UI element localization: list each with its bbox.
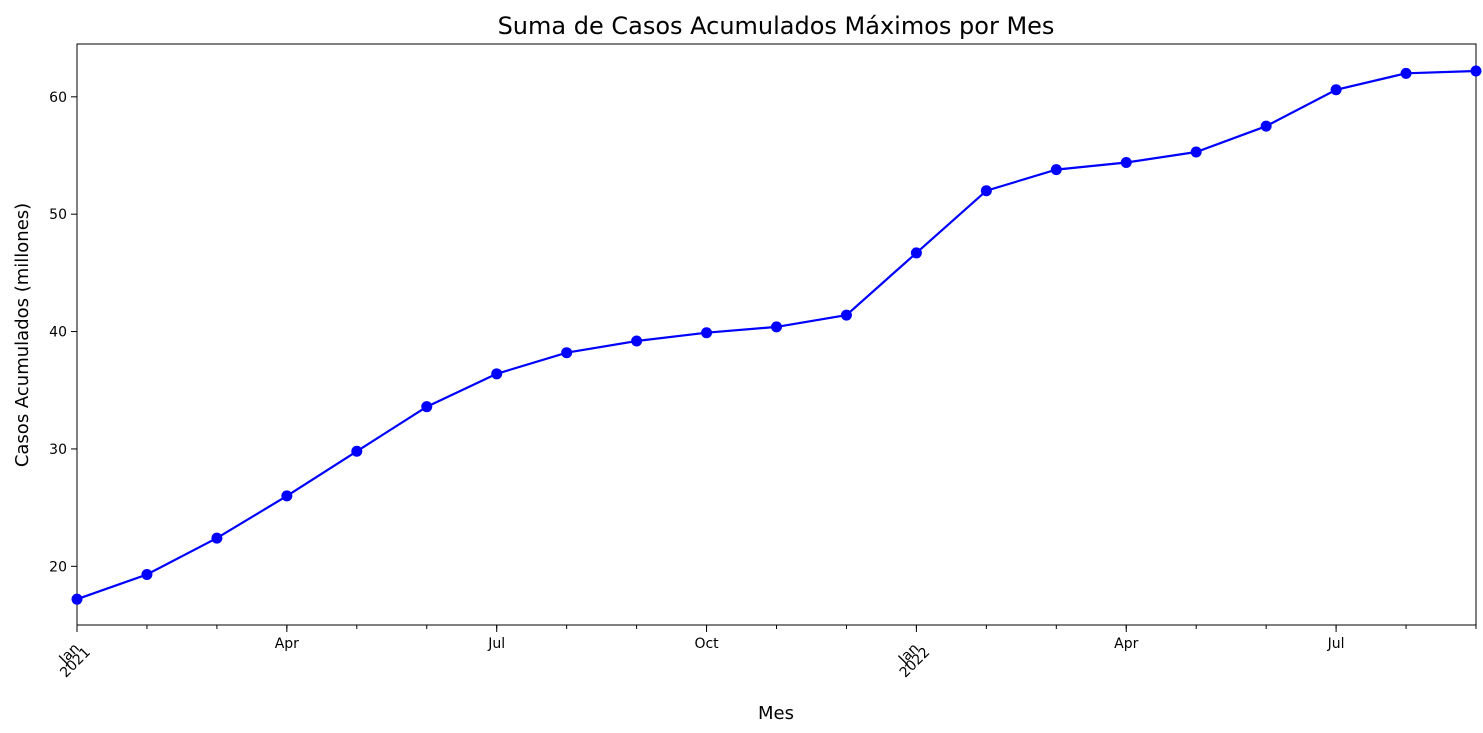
y-tick-label: 60 [49,90,67,106]
data-point [1120,157,1132,169]
x-tick-label: Apr [1114,636,1138,652]
y-tick-label: 20 [49,559,67,575]
x-axis-label: Mes [758,703,794,724]
data-point [1260,120,1272,132]
data-point [1400,67,1412,79]
data-point [631,335,643,347]
series-line [76,69,1477,601]
y-tick-label: 30 [49,442,67,458]
data-point [980,185,992,197]
data-point [1050,164,1062,176]
data-point [771,321,782,333]
y-tick-label: 40 [49,325,67,341]
data-point [561,347,573,359]
x-tick-label: Jul [1327,636,1345,652]
data-point [211,532,223,544]
y-axis-label: Casos Acumulados (millones) [12,203,33,467]
data-point [1330,84,1342,96]
x-tick-label: Apr [275,636,299,652]
data-point [281,490,293,502]
data-point [910,247,922,259]
data-point [1470,65,1482,77]
data-point [1190,146,1202,158]
data-point [701,327,713,339]
data-point [141,569,153,581]
x-tick-label: Oct [694,636,719,652]
data-point [421,401,433,413]
data-point [351,445,363,457]
x-tick-label: Jul [487,636,505,652]
data-point [491,368,503,380]
data-point [71,593,83,605]
chart-title: Suma de Casos Acumulados Máximos por Mes [498,12,1055,40]
y-tick-label: 50 [49,207,67,223]
data-point [840,309,852,321]
